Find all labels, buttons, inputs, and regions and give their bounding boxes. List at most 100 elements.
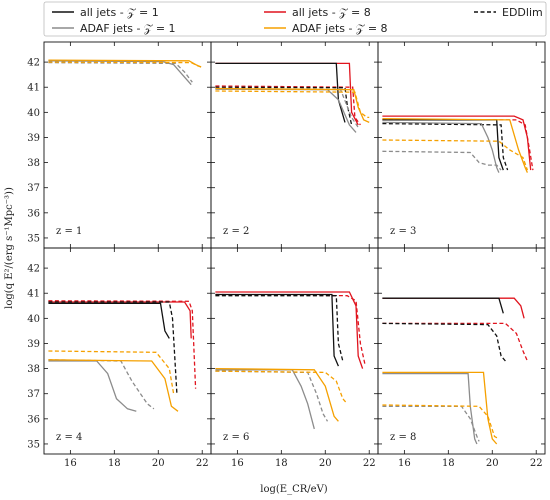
panel-label: z = 1 [56, 226, 82, 237]
x-tick-label: 18 [442, 458, 455, 469]
y-tick-label: 39 [27, 339, 40, 350]
series-line-adaf_Z8 [215, 87, 370, 123]
panel-frame [210, 247, 379, 455]
x-tick-label: 20 [152, 458, 165, 469]
legend-label: ADAF jets - 𝒵 = 8 [292, 22, 388, 35]
series-line-all_Z1 [215, 293, 339, 367]
series-line-all_Z1-eddlim [48, 301, 178, 394]
legend-label: ADAF jets - 𝒵 = 1 [80, 22, 176, 35]
legend-label: all jets - 𝒵 = 8 [292, 6, 371, 19]
panel-label: z = 8 [390, 432, 416, 443]
y-tick-label: 41 [27, 83, 40, 94]
y-tick-label: 41 [27, 289, 40, 300]
series-line-adaf_Z8-eddlim [382, 404, 500, 440]
panel-frame [377, 41, 546, 249]
y-tick-label: 36 [27, 414, 40, 425]
series-line-all_Z1-eddlim [215, 295, 344, 362]
series-line-all_Z8-eddlim [382, 322, 528, 362]
panel-frame [210, 41, 379, 249]
series-line-all_Z1 [48, 302, 170, 339]
y-tick-label: 38 [27, 158, 40, 169]
y-tick-label: 35 [27, 439, 40, 450]
x-tick-label: 20 [319, 458, 332, 469]
y-tick-label: 37 [27, 389, 40, 400]
legend-entry-adaf-z1: ADAF jets - 𝒵 = 1 [52, 22, 176, 35]
series-line-all_Z8-eddlim [215, 85, 361, 126]
series-line-all_Z8-eddlim [48, 300, 197, 389]
x-tick-label: 20 [486, 458, 499, 469]
series-line-adaf_Z1-eddlim [48, 359, 155, 410]
series-line-all_Z1 [382, 297, 504, 314]
y-tick-label: 39 [27, 133, 40, 144]
y-tick-label: 36 [27, 208, 40, 219]
legend-entry-all-z1: all jets - 𝒵 = 1 [52, 6, 159, 19]
series-group [48, 59, 203, 86]
series-line-all_Z1-eddlim [382, 122, 509, 171]
series-line-adaf_Z1-eddlim [48, 61, 193, 83]
series-line-adaf_Z1 [48, 60, 192, 86]
legend-frame [43, 1, 547, 37]
panel-6: 16 18 20 22 z = 8 [377, 247, 546, 469]
panel-label: z = 3 [390, 226, 416, 237]
y-tick-label: 40 [27, 314, 40, 325]
panel-1: 35 36 37 38 39 40 41 42 z = 1 [27, 41, 212, 249]
series-group [48, 300, 197, 412]
x-tick-label: 22 [196, 458, 209, 469]
series-line-all_Z8-eddlim [215, 293, 366, 364]
series-line-adaf_Z8 [382, 371, 498, 445]
series-line-all_Z8 [382, 115, 532, 171]
series-line-adaf_Z8-eddlim [215, 90, 370, 119]
series-group [215, 62, 370, 133]
legend-entry-adaf-z8: ADAF jets - 𝒵 = 8 [264, 22, 388, 35]
y-tick-label: 37 [27, 183, 40, 194]
series-line-adaf_Z8 [48, 359, 179, 412]
legend-entry-eddlim: EDDlim [474, 6, 543, 19]
x-tick-label: 22 [530, 458, 543, 469]
panel-grid: 35 36 37 38 39 40 41 42 z = 1 z = 2 z = 3 16 18 20 22 3… [27, 41, 546, 469]
panel-frame [43, 41, 212, 249]
legend: all jets - 𝒵 = 1 ADAF jets - 𝒵 = 1 all j… [43, 1, 547, 37]
x-tick-label: 16 [231, 458, 244, 469]
series-line-all_Z8 [215, 291, 364, 369]
series-line-adaf_Z1 [215, 369, 315, 430]
series-line-adaf_Z8 [215, 367, 339, 422]
x-tick-label: 16 [398, 458, 411, 469]
panel-label: z = 2 [223, 226, 249, 237]
x-tick-label: 16 [64, 458, 77, 469]
series-line-adaf_Z1 [48, 360, 137, 412]
x-tick-label: 18 [108, 458, 121, 469]
series-line-all_Z1-eddlim [215, 86, 353, 126]
series-line-all_Z1 [382, 119, 504, 171]
series-line-all_Z1 [215, 62, 346, 123]
y-tick-label: 42 [27, 58, 40, 69]
series-group [382, 115, 534, 173]
panel-3: z = 3 [377, 41, 546, 249]
panel-5: 16 18 20 22 z = 6 [210, 247, 379, 469]
y-tick-label: 38 [27, 364, 40, 375]
panel-label: z = 4 [56, 432, 82, 443]
panel-4: 16 18 20 22 35 36 37 38 39 40 41 42 z = 4 [27, 247, 212, 469]
series-line-adaf_Z1-eddlim [382, 150, 502, 171]
y-tick-label: 42 [27, 264, 40, 275]
series-line-adaf_Z8-eddlim [382, 139, 529, 171]
panel-frame [377, 247, 546, 455]
series-group [382, 297, 528, 445]
y-axis-title: log(q E²/(erg s⁻¹Mpc⁻³)) [4, 187, 15, 309]
series-line-adaf_Z8-eddlim [215, 370, 348, 405]
series-line-adaf_Z1 [382, 121, 500, 173]
series-line-all_Z1-eddlim [382, 322, 506, 362]
legend-label: EDDlim [502, 6, 543, 19]
panel-2: z = 2 [210, 41, 379, 249]
panel-label: z = 6 [223, 432, 249, 443]
series-line-adaf_Z1 [215, 88, 357, 133]
y-tick-label: 40 [27, 108, 40, 119]
series-line-adaf_Z1-eddlim [215, 87, 359, 128]
series-line-adaf_Z8-eddlim [48, 350, 175, 394]
x-tick-label: 18 [275, 458, 288, 469]
legend-entry-all-z8: all jets - 𝒵 = 8 [264, 6, 371, 19]
y-tick-label: 35 [27, 233, 40, 244]
x-axis-title: log(E_CR/eV) [260, 484, 328, 495]
x-tick-label: 22 [363, 458, 376, 469]
series-line-all_Z8-eddlim [382, 119, 534, 171]
